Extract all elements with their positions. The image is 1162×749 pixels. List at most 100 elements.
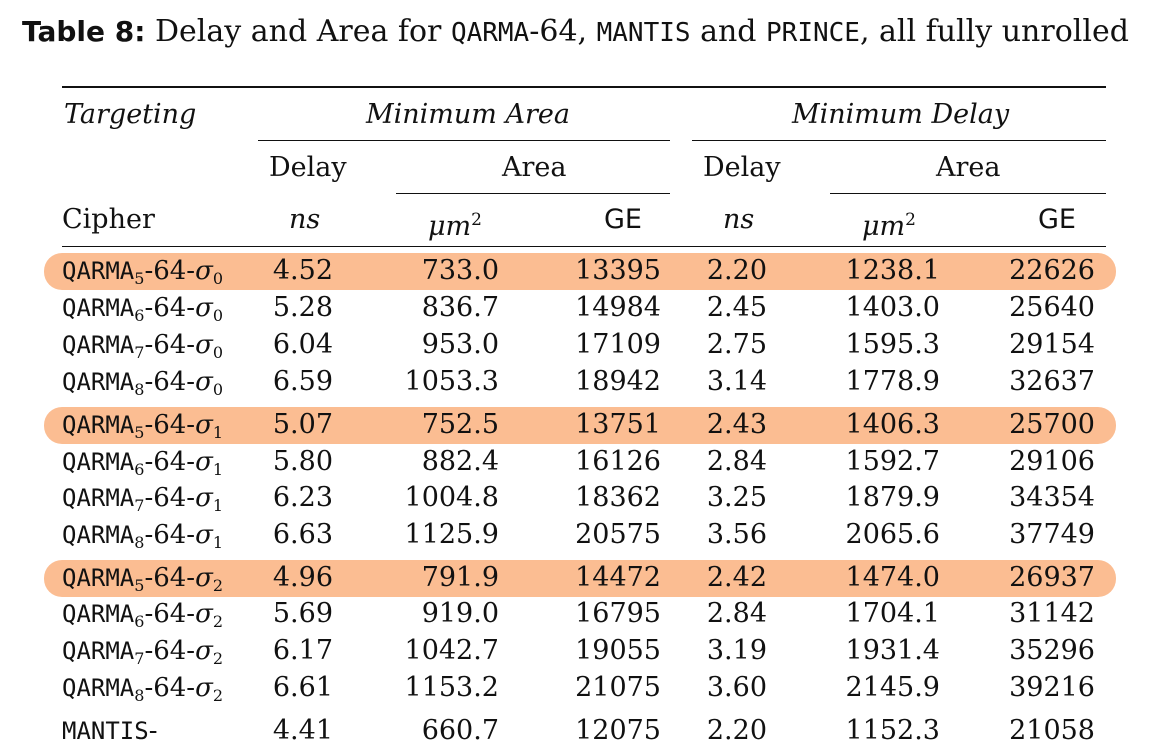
table-cell: 35296 <box>1009 635 1095 666</box>
unit-ge-left: GE <box>604 204 642 235</box>
header-minimum-area: Minimum Area <box>366 99 570 130</box>
cipher-sigma: σ0 <box>195 367 224 399</box>
table-cell: 13395 <box>575 255 661 286</box>
cipher-sep: -64- <box>144 447 196 477</box>
cipher-sep: -64- <box>144 673 196 703</box>
cipher-sep: -64- <box>144 293 196 323</box>
table-cell: 1595.3 <box>845 329 940 360</box>
table-cell: 21075 <box>575 672 661 703</box>
table-cell: 19055 <box>575 635 661 666</box>
area-rule-left <box>396 193 670 194</box>
table-cell: 1406.3 <box>845 409 940 440</box>
table-cell: 3.19 <box>706 635 767 666</box>
table-cell: 34354 <box>1009 482 1095 513</box>
cipher-base: QARMA <box>62 600 135 628</box>
table-cell: 660.7 <box>421 715 499 746</box>
cipher-sigma: σ0 <box>195 256 224 288</box>
cipher-sep: -64- <box>144 636 196 666</box>
cipher-base: QARMA <box>62 331 135 359</box>
table-cell: 14984 <box>575 292 661 323</box>
cipher-base: QARMA <box>62 257 135 285</box>
cipher-name: QARMA5-64-σ2 <box>62 563 223 601</box>
table-cell: 18942 <box>575 366 661 397</box>
caption-text-3: and <box>690 14 767 49</box>
table-cell: 791.9 <box>421 562 499 593</box>
table-cell: 2.45 <box>706 292 767 323</box>
top-rule <box>62 86 1106 88</box>
cipher-rounds: 6 <box>134 306 145 325</box>
cipher-rounds: 7 <box>134 496 145 515</box>
table-cell: 25700 <box>1009 409 1095 440</box>
table-cell: 1474.0 <box>845 562 940 593</box>
cipher-name: QARMA6-64-σ1 <box>62 447 223 485</box>
area-rule-right <box>830 193 1106 194</box>
table-cell: 1238.1 <box>845 255 940 286</box>
cipher-rounds: 8 <box>134 380 145 399</box>
cipher-base: QARMA <box>62 484 135 512</box>
unit-um2-left: μm2 <box>428 205 482 242</box>
cipher-sigma: σ2 <box>195 673 224 705</box>
table-cell: 3.60 <box>706 672 767 703</box>
table-cell: 6.17 <box>272 635 333 666</box>
table-cell: 2.84 <box>706 446 767 477</box>
header-area-right: Area <box>936 152 1001 183</box>
table-cell: 2.20 <box>706 715 767 746</box>
table-cell: 14472 <box>575 562 661 593</box>
caption-text-4: , all fully unrolled <box>859 14 1129 49</box>
unit-ns-left: ns <box>289 204 321 235</box>
cipher-sep: -64- <box>144 563 196 593</box>
cipher-rounds: 5 <box>134 576 145 595</box>
table-cell: 4.52 <box>272 255 333 286</box>
cipher-sep: -64- <box>144 256 196 286</box>
table-cell: 21058 <box>1009 715 1095 746</box>
row-highlight <box>44 253 1116 290</box>
table-cell: 2145.9 <box>845 672 940 703</box>
unit-um2-right: μm2 <box>862 205 916 242</box>
cipher-sep: - <box>148 716 158 746</box>
unit-ge-right: GE <box>1038 204 1076 235</box>
cipher-rounds: 7 <box>134 649 145 668</box>
cipher-sep: -64- <box>144 483 196 513</box>
table-cell: 1704.1 <box>845 598 940 629</box>
table-cell: 2.20 <box>706 255 767 286</box>
table-cell: 6.59 <box>272 366 333 397</box>
cipher-rounds: 8 <box>134 686 145 705</box>
unit-um-exp: 2 <box>471 210 482 230</box>
table-cell: 29154 <box>1009 329 1095 360</box>
table-cell: 836.7 <box>421 292 499 323</box>
table-cell: 5.69 <box>272 598 333 629</box>
table-cell: 4.41 <box>272 715 333 746</box>
cipher-rounds: 6 <box>134 460 145 479</box>
cipher-name: QARMA7-64-σ2 <box>62 636 223 674</box>
cipher-base: QARMA <box>62 411 135 439</box>
header-delay-right: Delay <box>703 152 781 183</box>
table-cell: 26937 <box>1009 562 1095 593</box>
table-cell: 20575 <box>575 519 661 550</box>
table-cell: 1152.3 <box>845 715 940 746</box>
table-cell: 5.07 <box>272 409 333 440</box>
cipher-name: QARMA7-64-σ1 <box>62 483 223 521</box>
table-cell: 2.84 <box>706 598 767 629</box>
table-cell: 22626 <box>1009 255 1095 286</box>
unit-um-base: μm <box>862 211 906 242</box>
unit-um-exp: 2 <box>905 210 916 230</box>
table-cell: 1592.7 <box>845 446 940 477</box>
cipher-rounds: 7 <box>134 343 145 362</box>
table-caption: Table 8: Delay and Area for QARMA-64, MA… <box>22 14 1129 49</box>
table-cell: 4.96 <box>272 562 333 593</box>
cipher-sep: -64- <box>144 520 196 550</box>
cipher-name: QARMA8-64-σ0 <box>62 367 223 405</box>
table-cell: 1042.7 <box>404 635 499 666</box>
table-cell: 5.28 <box>272 292 333 323</box>
cipher-sigma: σ1 <box>195 483 224 515</box>
table-cell: 6.63 <box>272 519 333 550</box>
cipher-base: QARMA <box>62 521 135 549</box>
cipher-rounds: 5 <box>134 423 145 442</box>
table-cell: 2.42 <box>706 562 767 593</box>
cipher-sigma: σ1 <box>195 447 224 479</box>
caption-cipher-prince: PRINCE <box>766 18 860 48</box>
table-cell: 1125.9 <box>404 519 499 550</box>
table-cell: 1403.0 <box>845 292 940 323</box>
table-cell: 6.23 <box>272 482 333 513</box>
table-cell: 13751 <box>575 409 661 440</box>
